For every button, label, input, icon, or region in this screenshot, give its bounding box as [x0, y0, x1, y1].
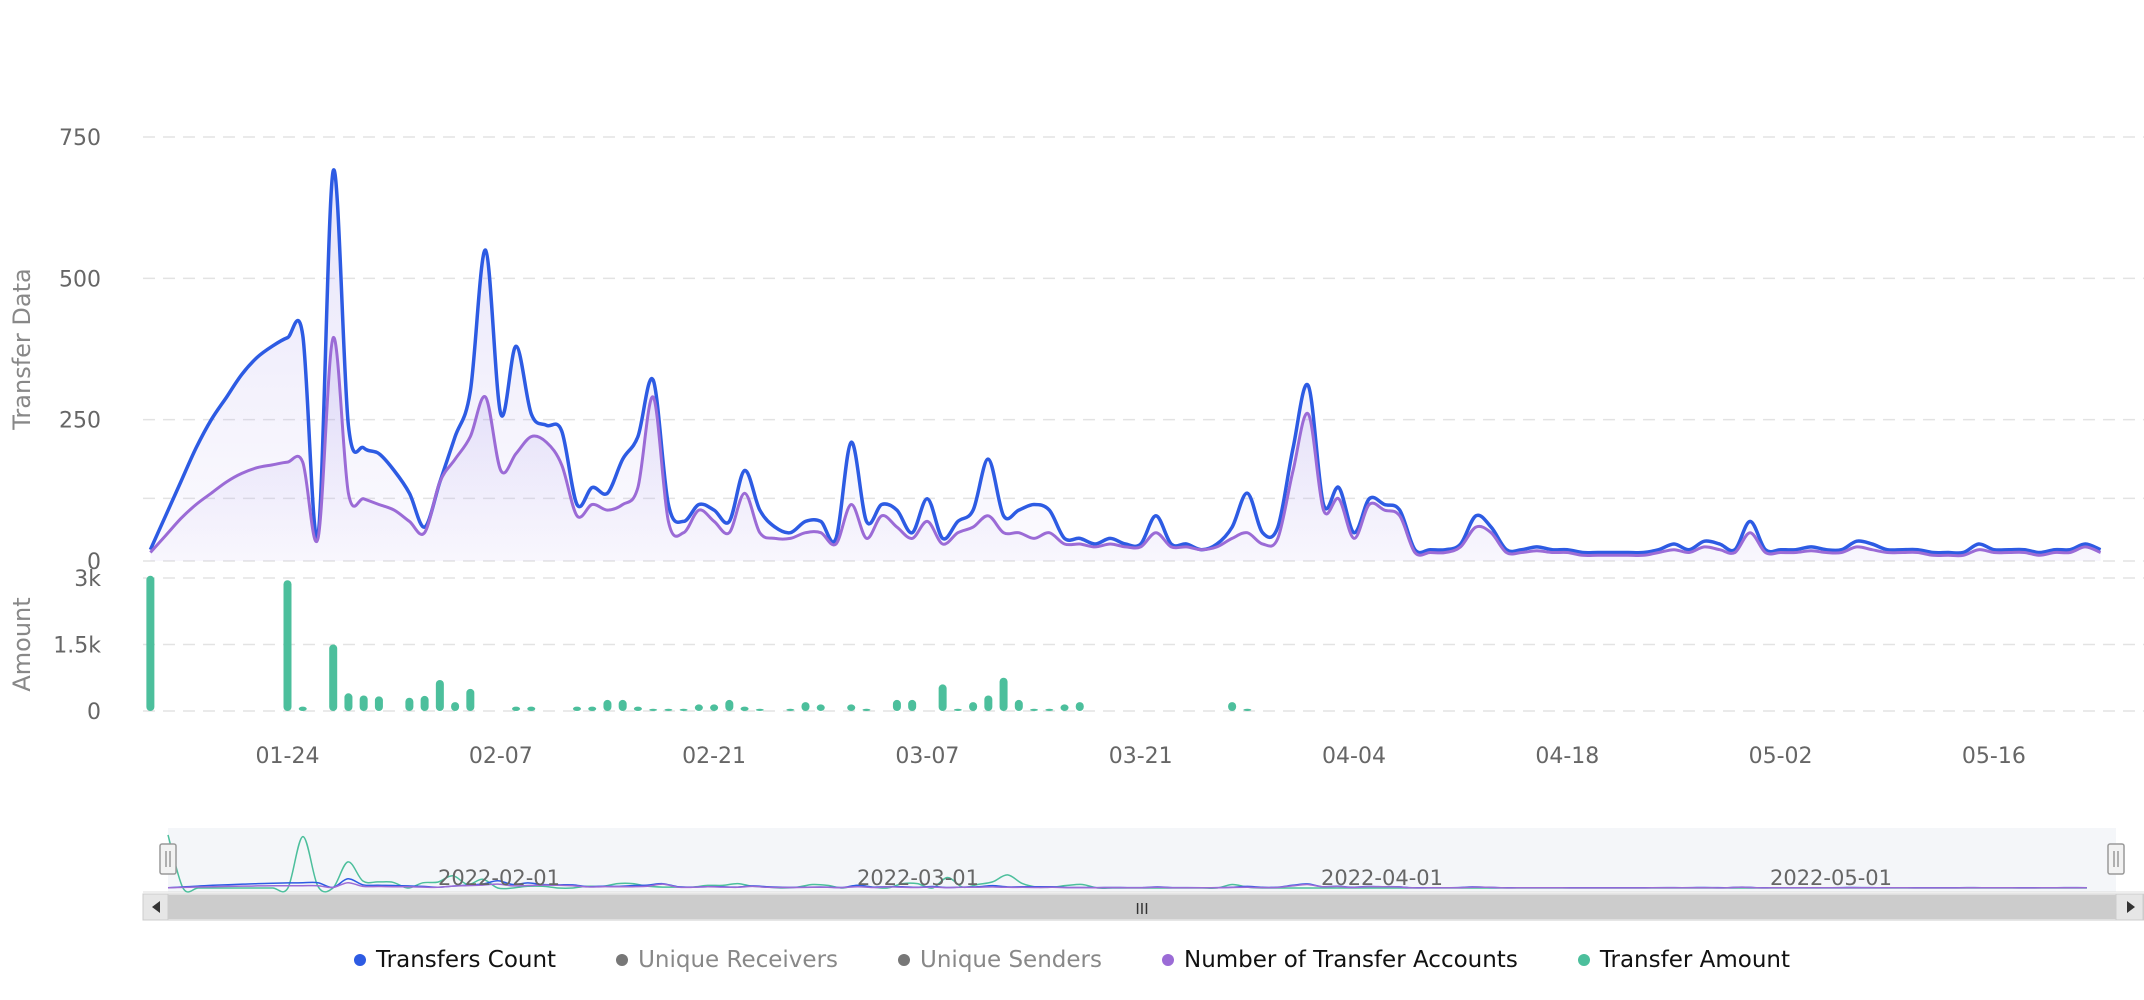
amount-bar [359, 695, 368, 711]
amount-bar [664, 708, 673, 711]
amount-bar [694, 704, 703, 711]
scrollbar-right-button [2115, 893, 2144, 921]
amount-bar [999, 677, 1008, 711]
amount-bar [512, 706, 521, 711]
amount-bar [435, 679, 444, 711]
series-area [150, 169, 2101, 561]
x-tick-label: 03-07 [895, 744, 959, 769]
legend-label: Number of Transfer Accounts [1183, 947, 1518, 973]
amount-bar [1243, 708, 1252, 711]
y-tick-label: 0 [87, 550, 101, 575]
amount-bar [969, 702, 978, 711]
amount-bar [572, 706, 581, 711]
legend-label: Unique Receivers [638, 947, 839, 973]
y-axis-title: Amount [8, 597, 36, 691]
navigator-date-label: 2022-05-01 [1770, 866, 1892, 890]
amount-bar [618, 699, 627, 711]
amount-bar [420, 695, 429, 711]
amount-bar [938, 684, 947, 711]
amount-bar [740, 706, 749, 711]
navigator-handle[interactable] [159, 843, 177, 875]
chart-legend: Transfers Count Unique Receivers Unique Se… [0, 940, 2144, 980]
chart-canvas: 0 250 500 750 0 1.5k 3k Transfer Data Amount 01-2… [8, 126, 2144, 921]
y-tick-label: 750 [59, 126, 101, 151]
amount-bar [725, 699, 734, 711]
amount-bar [710, 704, 719, 711]
navigator-handle[interactable] [2107, 843, 2125, 875]
series-line [149, 336, 2102, 558]
amount-bar [679, 708, 688, 711]
amount-bar [908, 699, 917, 711]
legend-marker-icon [1161, 954, 1174, 966]
amount-bar [1014, 699, 1023, 711]
amount-bar [984, 695, 993, 711]
legend-marker-icon [898, 954, 911, 966]
series-area [150, 337, 2101, 561]
x-tick-label: 05-02 [1749, 744, 1813, 769]
amount-bar [527, 706, 536, 711]
legend-label: Unique Senders [920, 947, 1102, 973]
amount-bar [146, 575, 155, 711]
amount-bar [816, 704, 825, 711]
chevron-right-icon [2127, 901, 2135, 913]
y-tick-label: 250 [59, 409, 101, 434]
amount-bar [298, 706, 307, 711]
x-tick-label: 05-16 [1962, 744, 2026, 769]
amount-bar [329, 644, 338, 711]
amount-bar [405, 697, 414, 711]
amount-bar [862, 708, 871, 711]
amount-bar [953, 708, 962, 711]
navigator-date-label: 2022-04-01 [1321, 866, 1443, 890]
y-tick-label: 3k [74, 567, 101, 592]
amount-bar [847, 704, 856, 711]
y-axis-title: Transfer Data [8, 268, 36, 430]
amount-bar [1045, 708, 1054, 711]
x-tick-label: 04-18 [1535, 744, 1599, 769]
legend-item[interactable]: Transfer Amount [1577, 947, 1790, 973]
navigator-date-label: 2022-02-01 [438, 866, 560, 890]
amount-bar [1228, 702, 1237, 711]
legend-marker-icon [1577, 954, 1590, 966]
legend-item[interactable]: Transfers Count [353, 947, 557, 973]
scrollbar-grip-icon: III [1135, 900, 1148, 918]
amount-bar [1060, 704, 1069, 711]
legend-item[interactable]: Number of Transfer Accounts [1161, 947, 1518, 973]
scrollbar-thumb [168, 895, 2116, 919]
legend-label: Transfers Count [375, 947, 557, 973]
amount-bar [374, 696, 383, 711]
x-tick-label: 02-21 [682, 744, 746, 769]
chevron-left-icon [152, 901, 160, 913]
y-tick-label: 0 [87, 700, 101, 725]
y-tick-label: 500 [59, 267, 101, 292]
amount-bar [1030, 708, 1039, 711]
legend-label: Transfer Amount [1599, 947, 1790, 973]
y-tick-label: 1.5k [53, 634, 101, 659]
x-tick-label: 03-21 [1109, 744, 1173, 769]
amount-bar [344, 693, 353, 711]
legend-marker-icon [616, 954, 629, 966]
amount-bar [633, 706, 642, 711]
amount-bar [801, 702, 810, 711]
x-tick-label: 04-04 [1322, 744, 1386, 769]
navigator-series [167, 881, 2087, 889]
navigator-date-label: 2022-03-01 [857, 866, 979, 890]
amount-bar [466, 688, 475, 711]
legend-item[interactable]: Unique Senders [898, 947, 1102, 973]
amount-bar [1075, 702, 1084, 711]
navigator-scrollbar[interactable]: III [142, 893, 2144, 921]
amount-bar [451, 702, 460, 711]
plot-area [146, 168, 2102, 711]
legend-item[interactable]: Unique Receivers [616, 947, 838, 973]
x-tick-label: 01-24 [256, 744, 320, 769]
legend-marker-icon [353, 954, 366, 966]
amount-bar [283, 580, 292, 711]
amount-bar [892, 699, 901, 711]
amount-bar [649, 708, 658, 711]
amount-bar [603, 699, 612, 711]
amount-bar [755, 708, 764, 711]
amount-bar [786, 708, 795, 711]
x-tick-label: 02-07 [469, 744, 533, 769]
amount-bar [588, 706, 597, 711]
